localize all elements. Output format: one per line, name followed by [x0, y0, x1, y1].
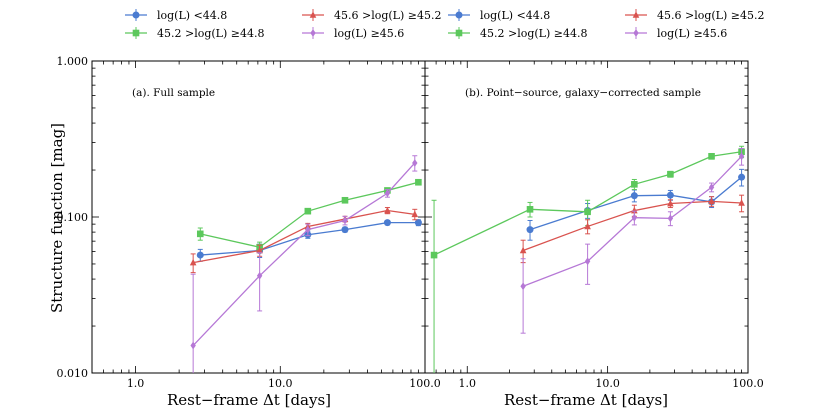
legend-label: log(L) ≥45.6	[657, 27, 727, 40]
x-axis-label-panel-b: Rest−frame Δt [days]	[504, 391, 668, 409]
plot-area	[189, 155, 422, 373]
series-line	[522, 155, 743, 287]
panel-b-point-source-sample: 1.0 10.0 100.0 (b). Point−source, galaxy−co…	[424, 60, 764, 390]
panel-label: (a). Full sample	[132, 87, 215, 99]
legend-item: log(L) <44.8	[448, 9, 550, 22]
legend-marker	[309, 11, 317, 18]
legend-label: log(L) <44.8	[480, 9, 550, 22]
x-tick-label: 1.0	[127, 377, 145, 390]
data-point	[666, 191, 674, 199]
x-tick-label: 100.0	[732, 377, 764, 390]
data-point	[526, 226, 534, 234]
series-line	[200, 221, 419, 256]
data-point	[520, 282, 526, 291]
y-tick-label: 1.000	[57, 55, 89, 68]
legend-right: log(L) <44.8 45.6 >log(L) ≥45.2 45.2 >log(…	[448, 9, 764, 40]
data-point	[630, 192, 638, 200]
data-point	[383, 219, 391, 227]
data-point	[341, 226, 349, 234]
data-point	[667, 170, 674, 178]
data-point	[415, 178, 422, 186]
data-point	[738, 173, 746, 181]
legend-marker	[132, 11, 140, 19]
legend-item: log(L) <44.8	[125, 9, 227, 22]
legend-item: log(L) ≥45.6	[625, 27, 727, 40]
data-point	[190, 341, 196, 350]
panel-label: (b). Point−source, galaxy−corrected samp…	[465, 87, 701, 99]
data-point	[738, 199, 745, 206]
data-point	[384, 189, 391, 198]
legend-item: 45.2 >log(L) ≥44.8	[125, 27, 264, 40]
legend-label: log(L) <44.8	[157, 9, 227, 22]
legend-item: 45.2 >log(L) ≥44.8	[448, 27, 587, 40]
legend-left: log(L) <44.8 45.6 >log(L) ≥45.2 45.2 >log(…	[125, 9, 441, 40]
data-point	[526, 206, 534, 213]
panel-a-full-sample: 1.0 10.0 100.0 0.010 0.100 1.000 (a). Full sam…	[57, 55, 441, 390]
data-point	[738, 152, 745, 161]
data-point	[584, 208, 591, 216]
x-axis-label-panel-a: Rest−frame Δt [days]	[167, 391, 331, 409]
plot-frame	[91, 60, 426, 374]
series-line	[529, 176, 742, 231]
legend-item: log(L) ≥45.6	[302, 27, 404, 40]
y-tick-label: 0.010	[57, 367, 89, 380]
data-point	[631, 206, 638, 214]
data-point	[384, 206, 391, 214]
data-point	[196, 251, 204, 259]
series-diamond	[190, 155, 418, 373]
y-tick-label: 0.100	[57, 211, 89, 224]
legend-item: 45.6 >log(L) ≥45.2	[625, 9, 764, 22]
series-line	[193, 209, 415, 264]
series-diamond	[520, 147, 745, 334]
legend-marker	[632, 11, 640, 18]
data-point	[189, 258, 197, 266]
data-point	[708, 197, 715, 205]
data-point	[196, 230, 204, 238]
legend-marker	[310, 29, 316, 37]
y-axis-label: Structure function [mag]	[48, 123, 66, 313]
legend-label: 45.2 >log(L) ≥44.8	[480, 27, 587, 40]
data-point	[667, 199, 674, 207]
legend-item: 45.6 >log(L) ≥45.2	[302, 9, 441, 22]
data-point	[304, 207, 312, 215]
x-tick-label: 10.0	[595, 377, 620, 390]
data-point	[411, 210, 419, 218]
legend-marker	[455, 11, 463, 19]
data-point	[584, 257, 591, 266]
data-point	[256, 246, 263, 254]
legend-label: 45.6 >log(L) ≥45.2	[657, 9, 764, 22]
series-line	[522, 200, 742, 252]
x-tick-label: 10.0	[268, 377, 293, 390]
legend-marker	[132, 29, 140, 37]
data-point	[412, 159, 418, 167]
data-point	[341, 196, 349, 204]
series-line	[200, 181, 419, 248]
series-triangle	[519, 194, 745, 264]
legend-marker	[455, 29, 463, 37]
data-point	[667, 214, 674, 223]
plot-frame	[424, 60, 749, 374]
data-point	[342, 216, 348, 225]
data-point	[256, 271, 263, 280]
legend-marker	[633, 29, 639, 37]
plot-area	[430, 145, 746, 373]
data-point	[708, 152, 715, 160]
data-point	[631, 181, 638, 188]
x-tick-label: 100.0	[409, 377, 441, 390]
data-point	[430, 251, 438, 259]
x-tick-label: 1.0	[459, 377, 477, 390]
data-point	[519, 246, 527, 254]
legend-label: 45.6 >log(L) ≥45.2	[334, 9, 441, 22]
data-point	[414, 219, 422, 227]
data-point	[631, 213, 638, 222]
data-point	[708, 183, 715, 192]
legend-label: log(L) ≥45.6	[334, 27, 404, 40]
data-point	[584, 222, 591, 230]
series-line	[192, 162, 416, 346]
legend-label: 45.2 >log(L) ≥44.8	[157, 27, 264, 40]
data-point	[305, 225, 311, 234]
